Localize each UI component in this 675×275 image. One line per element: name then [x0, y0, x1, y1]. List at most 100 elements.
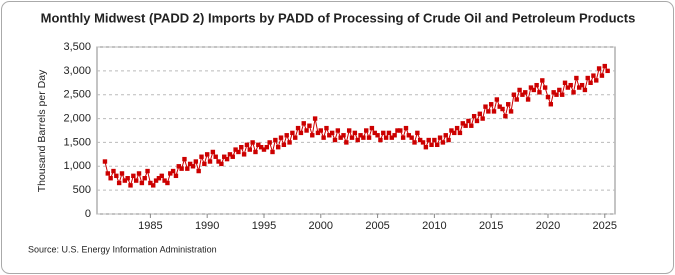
point	[596, 66, 602, 71]
point	[471, 113, 477, 119]
point	[168, 171, 173, 176]
point	[165, 180, 170, 186]
point	[210, 149, 216, 155]
point	[213, 154, 218, 159]
point	[542, 85, 548, 90]
point	[386, 130, 392, 136]
y-tick-label: 3,000	[63, 65, 91, 77]
point	[375, 133, 380, 138]
x-tick-label: 1990	[195, 220, 219, 232]
point	[378, 137, 383, 143]
point	[267, 140, 272, 145]
point	[355, 137, 360, 143]
y-tick-label: 1,500	[63, 136, 91, 148]
point	[116, 180, 122, 186]
point	[579, 82, 585, 88]
point	[102, 159, 108, 164]
x-tick-label: 1995	[252, 220, 276, 232]
y-axis-label: Thousand Barrels per Day	[36, 69, 48, 192]
point	[585, 75, 590, 81]
point	[531, 87, 536, 93]
point	[548, 102, 554, 107]
point	[284, 133, 289, 138]
point	[460, 121, 465, 126]
point	[233, 147, 238, 152]
point	[582, 87, 588, 93]
point	[187, 161, 193, 167]
point	[256, 142, 261, 148]
point	[202, 161, 207, 167]
point	[602, 63, 607, 69]
point	[588, 80, 593, 85]
point	[156, 176, 162, 181]
point	[523, 90, 528, 95]
point	[108, 176, 113, 181]
point	[400, 135, 406, 140]
y-tick-label: 500	[73, 184, 91, 196]
point	[193, 159, 199, 164]
point	[392, 133, 397, 138]
point	[366, 135, 372, 140]
point	[446, 137, 451, 143]
point	[301, 121, 306, 126]
point	[525, 97, 531, 102]
point	[520, 92, 525, 97]
point	[429, 142, 434, 148]
point	[247, 147, 252, 152]
point	[420, 140, 426, 145]
point	[517, 87, 522, 93]
point	[287, 140, 292, 145]
point	[412, 140, 417, 145]
point	[222, 154, 227, 159]
y-tick-label: 2,000	[63, 112, 91, 124]
point	[594, 78, 599, 83]
point	[415, 130, 420, 136]
point	[236, 149, 241, 155]
point	[440, 140, 446, 145]
point	[170, 168, 176, 174]
point	[151, 183, 156, 188]
point	[469, 123, 474, 128]
point	[554, 92, 559, 97]
x-tick-label: 2000	[309, 220, 333, 232]
point	[540, 78, 545, 83]
point	[204, 152, 210, 157]
point	[239, 145, 244, 150]
point	[307, 123, 312, 128]
point	[551, 90, 556, 95]
point	[528, 85, 534, 90]
point	[159, 173, 164, 179]
x-tick-label: 2015	[479, 220, 503, 232]
point	[574, 75, 579, 81]
point	[179, 166, 184, 171]
point	[332, 137, 338, 143]
point	[488, 102, 494, 107]
point	[304, 128, 309, 133]
point	[443, 133, 448, 138]
x-tick-label: 2005	[365, 220, 389, 232]
point	[341, 133, 346, 138]
point	[534, 82, 539, 88]
point	[250, 140, 255, 145]
point	[369, 125, 375, 131]
point	[435, 142, 440, 148]
point	[253, 149, 258, 155]
point	[133, 178, 139, 183]
point	[119, 171, 125, 176]
point	[153, 178, 159, 183]
point	[463, 123, 468, 128]
point	[426, 137, 431, 143]
point	[196, 168, 201, 174]
point	[315, 130, 321, 136]
point	[494, 97, 500, 102]
point	[261, 147, 267, 152]
point	[346, 128, 352, 133]
point	[559, 92, 565, 97]
x-tick-label: 2010	[422, 220, 446, 232]
point	[275, 145, 281, 150]
point	[224, 156, 230, 162]
point	[571, 90, 576, 95]
point	[105, 171, 110, 176]
point	[500, 106, 505, 112]
point	[173, 173, 179, 179]
